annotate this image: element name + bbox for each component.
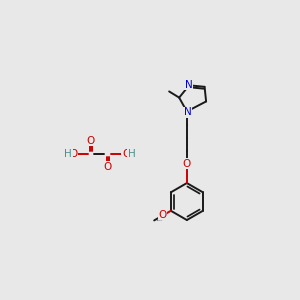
Text: O: O (86, 136, 95, 146)
Text: H: H (64, 149, 72, 159)
Text: O: O (183, 159, 191, 169)
Text: N: N (184, 107, 191, 117)
Text: O: O (70, 149, 78, 159)
Text: methoxy: methoxy (157, 220, 164, 221)
Text: O: O (159, 210, 167, 220)
Text: N: N (184, 80, 192, 89)
Text: H: H (128, 149, 135, 159)
Text: O: O (103, 162, 112, 172)
Text: O: O (122, 149, 130, 159)
